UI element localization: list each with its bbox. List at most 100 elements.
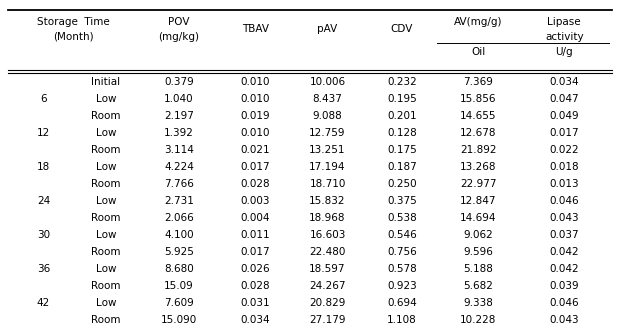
Text: Initial: Initial: [92, 77, 121, 87]
Text: pAV: pAV: [317, 24, 338, 34]
Text: 5.925: 5.925: [164, 247, 194, 257]
Text: 22.977: 22.977: [460, 179, 496, 189]
Text: 18.968: 18.968: [309, 213, 346, 223]
Text: 30: 30: [37, 230, 50, 240]
Text: 0.187: 0.187: [387, 162, 417, 172]
Text: 7.766: 7.766: [164, 179, 194, 189]
Text: 0.694: 0.694: [387, 298, 417, 308]
Text: 0.039: 0.039: [549, 281, 579, 291]
Text: 20.829: 20.829: [309, 298, 346, 308]
Text: Low: Low: [96, 94, 117, 104]
Text: 3.114: 3.114: [164, 145, 194, 155]
Text: 15.09: 15.09: [164, 281, 194, 291]
Text: 0.756: 0.756: [387, 247, 417, 257]
Text: 1.392: 1.392: [164, 128, 194, 138]
Text: 12.847: 12.847: [460, 196, 496, 206]
Text: 12.759: 12.759: [309, 128, 346, 138]
Text: 0.232: 0.232: [387, 77, 417, 87]
Text: 0.042: 0.042: [549, 264, 579, 274]
Text: 0.026: 0.026: [241, 264, 270, 274]
Text: U/g: U/g: [556, 47, 573, 57]
Text: 0.538: 0.538: [387, 213, 417, 223]
Text: 0.046: 0.046: [549, 298, 579, 308]
Text: 9.062: 9.062: [463, 230, 493, 240]
Text: AV(mg/g): AV(mg/g): [454, 17, 502, 27]
Text: Storage  Time: Storage Time: [37, 17, 110, 27]
Text: 21.892: 21.892: [460, 145, 496, 155]
Text: 2.197: 2.197: [164, 111, 194, 120]
Text: CDV: CDV: [391, 24, 413, 34]
Text: TBAV: TBAV: [242, 24, 269, 34]
Text: 2.731: 2.731: [164, 196, 194, 206]
Text: 9.338: 9.338: [463, 298, 493, 308]
Text: 0.379: 0.379: [164, 77, 194, 87]
Text: 24.267: 24.267: [309, 281, 346, 291]
Text: 9.596: 9.596: [463, 247, 493, 257]
Text: Low: Low: [96, 128, 117, 138]
Text: 5.682: 5.682: [463, 281, 493, 291]
Text: 0.019: 0.019: [241, 111, 270, 120]
Text: 0.010: 0.010: [241, 77, 270, 87]
Text: Room: Room: [91, 145, 121, 155]
Text: 0.018: 0.018: [549, 162, 579, 172]
Text: 15.832: 15.832: [309, 196, 346, 206]
Text: 8.437: 8.437: [312, 94, 342, 104]
Text: 0.250: 0.250: [387, 179, 417, 189]
Text: 0.042: 0.042: [549, 247, 579, 257]
Text: 0.031: 0.031: [241, 298, 270, 308]
Text: 13.251: 13.251: [309, 145, 346, 155]
Text: 9.088: 9.088: [312, 111, 342, 120]
Text: 17.194: 17.194: [309, 162, 346, 172]
Text: 0.034: 0.034: [241, 315, 270, 323]
Text: 10.228: 10.228: [460, 315, 496, 323]
Text: Low: Low: [96, 298, 117, 308]
Text: 0.003: 0.003: [241, 196, 270, 206]
Text: 0.046: 0.046: [549, 196, 579, 206]
Text: 18.710: 18.710: [309, 179, 346, 189]
Text: 0.021: 0.021: [241, 145, 270, 155]
Text: Oil: Oil: [471, 47, 485, 57]
Text: 1.040: 1.040: [164, 94, 194, 104]
Text: 15.090: 15.090: [161, 315, 197, 323]
Text: 4.100: 4.100: [164, 230, 194, 240]
Text: 0.043: 0.043: [549, 213, 579, 223]
Text: Room: Room: [91, 179, 121, 189]
Text: 4.224: 4.224: [164, 162, 194, 172]
Text: 6: 6: [40, 94, 46, 104]
Text: 2.066: 2.066: [164, 213, 194, 223]
Text: 5.188: 5.188: [463, 264, 493, 274]
Text: 36: 36: [37, 264, 50, 274]
Text: 24: 24: [37, 196, 50, 206]
Text: Low: Low: [96, 162, 117, 172]
Text: 10.006: 10.006: [309, 77, 345, 87]
Text: 0.175: 0.175: [387, 145, 417, 155]
Text: 18.597: 18.597: [309, 264, 346, 274]
Text: 0.375: 0.375: [387, 196, 417, 206]
Text: 8.680: 8.680: [164, 264, 194, 274]
Text: 42: 42: [37, 298, 50, 308]
Text: Room: Room: [91, 315, 121, 323]
Text: 0.037: 0.037: [549, 230, 579, 240]
Text: 0.923: 0.923: [387, 281, 417, 291]
Text: activity: activity: [545, 32, 583, 42]
Text: 27.179: 27.179: [309, 315, 346, 323]
Text: 22.480: 22.480: [309, 247, 346, 257]
Text: Room: Room: [91, 111, 121, 120]
Text: 7.609: 7.609: [164, 298, 194, 308]
Text: 0.034: 0.034: [549, 77, 579, 87]
Text: 0.047: 0.047: [549, 94, 579, 104]
Text: 0.028: 0.028: [241, 281, 270, 291]
Text: (mg/kg): (mg/kg): [159, 32, 200, 42]
Text: 12: 12: [37, 128, 50, 138]
Text: Low: Low: [96, 230, 117, 240]
Text: 0.201: 0.201: [387, 111, 417, 120]
Text: 0.546: 0.546: [387, 230, 417, 240]
Text: 14.694: 14.694: [460, 213, 496, 223]
Text: 18: 18: [37, 162, 50, 172]
Text: Room: Room: [91, 247, 121, 257]
Text: POV: POV: [169, 17, 190, 27]
Text: 13.268: 13.268: [460, 162, 496, 172]
Text: Low: Low: [96, 264, 117, 274]
Text: 0.010: 0.010: [241, 128, 270, 138]
Text: 0.004: 0.004: [241, 213, 270, 223]
